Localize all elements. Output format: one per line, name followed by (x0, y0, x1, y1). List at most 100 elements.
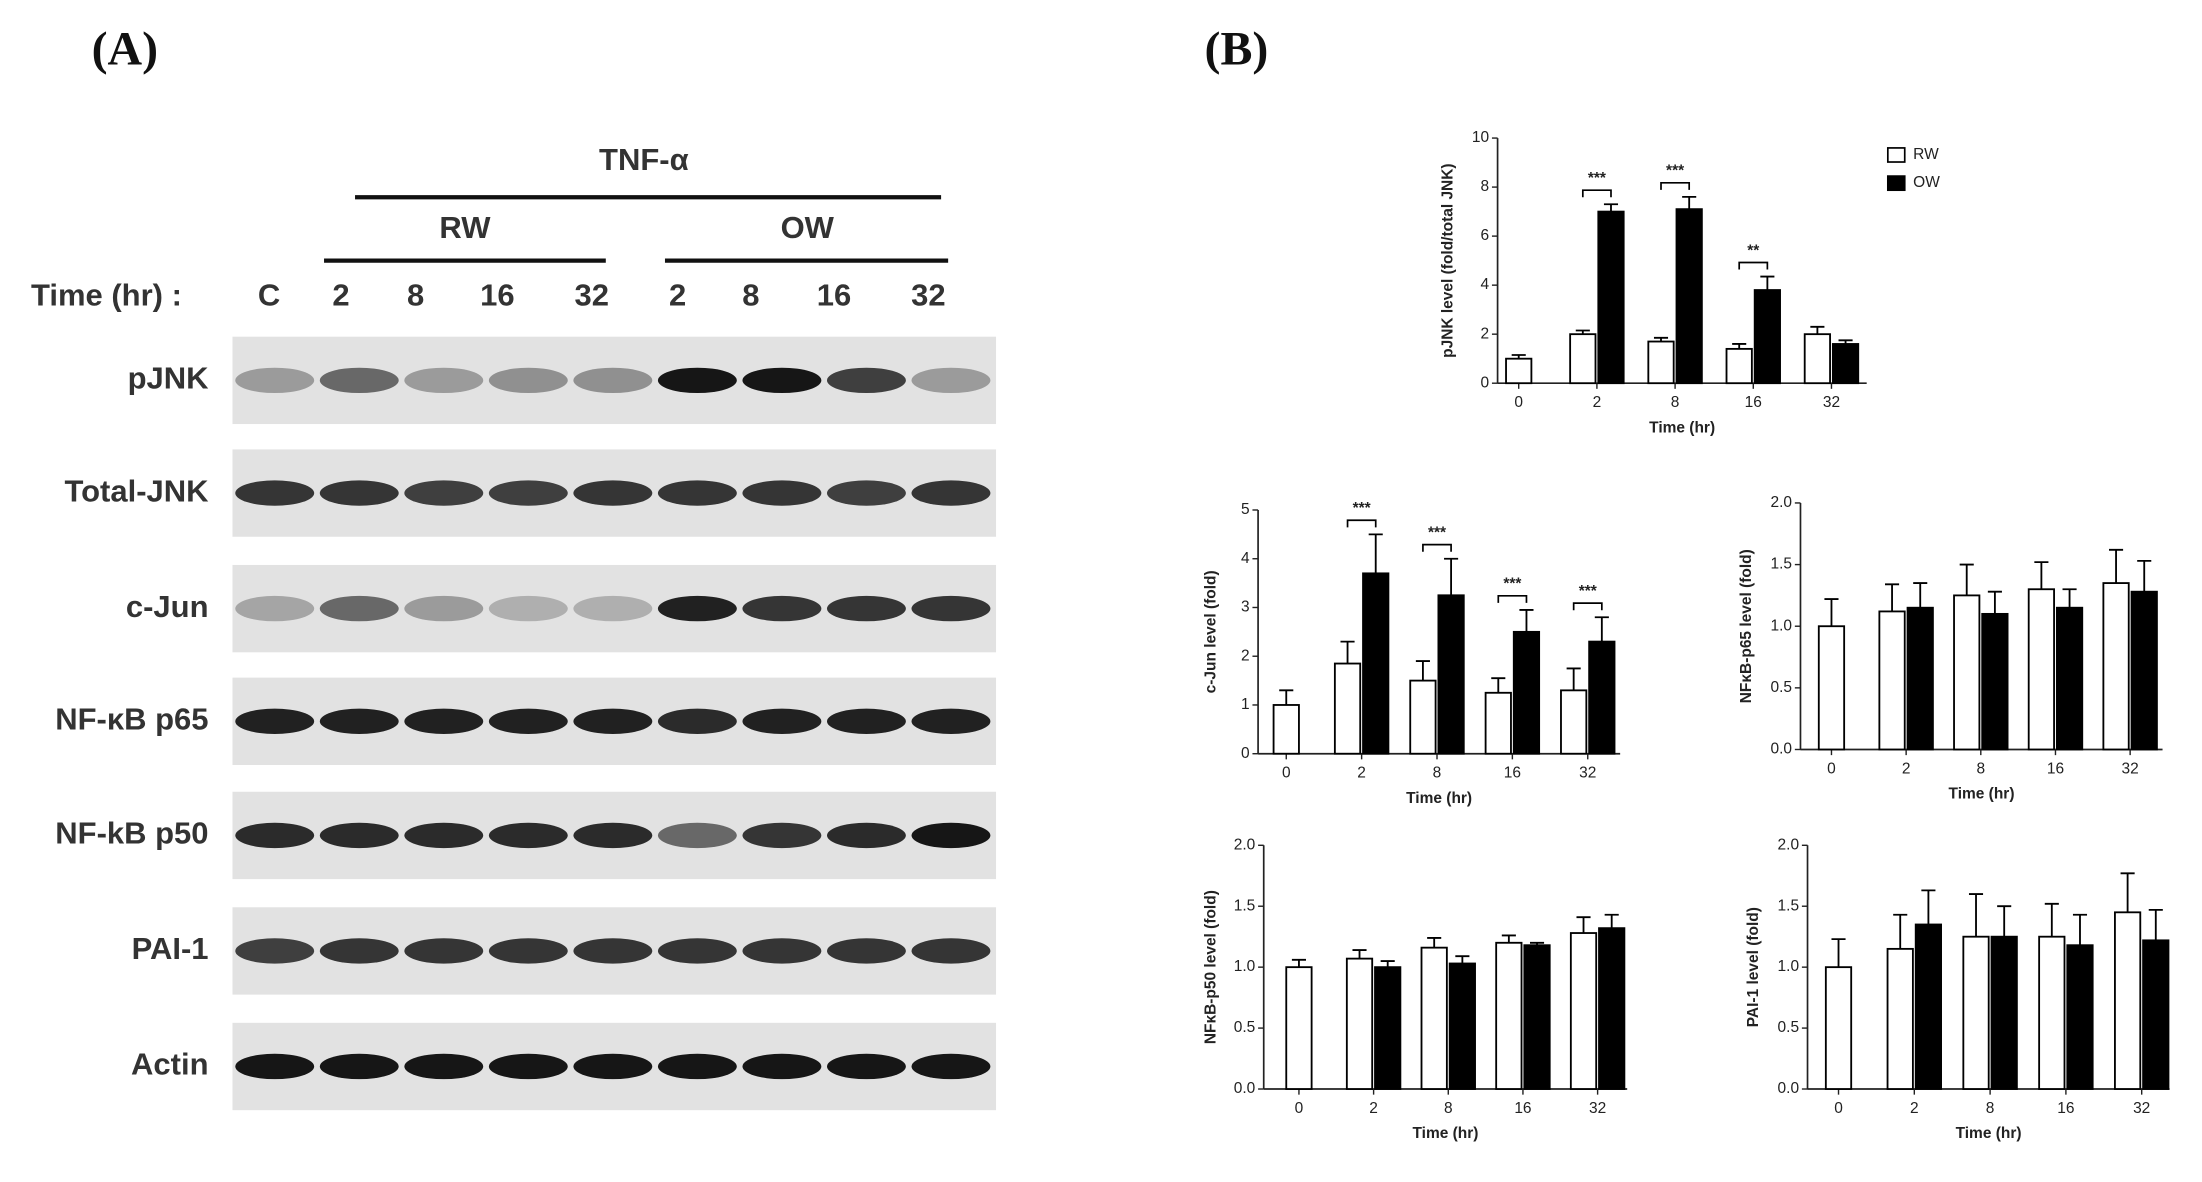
blot-band (657, 822, 737, 849)
lane-label: 32 (911, 277, 945, 312)
y-tick-label: 0.5 (1770, 679, 1792, 696)
error-bar (1838, 339, 1853, 344)
lane-label: 8 (742, 277, 759, 312)
blot-band (742, 822, 822, 849)
row-label: pJNK (128, 361, 210, 396)
x-tick-label: 8 (1433, 765, 1442, 782)
y-tick-label: 10 (1472, 129, 1489, 146)
x-tick-label: 32 (1579, 765, 1596, 782)
y-tick-label: 0.0 (1778, 1080, 1800, 1097)
legend-swatch (1886, 147, 1906, 163)
error-bar (2109, 548, 2124, 584)
lane-label: 2 (332, 277, 349, 312)
error-bar (1352, 949, 1367, 959)
significance-bracket (1346, 519, 1377, 528)
bar (2055, 606, 2084, 751)
error-bar (1501, 934, 1516, 943)
error-bar (1760, 275, 1775, 291)
y-tick-label: 3 (1241, 599, 1250, 616)
x-tick-label: 16 (1745, 394, 1762, 411)
blot-band (657, 480, 737, 506)
bar (2142, 939, 2170, 1090)
legend-label: OW (1913, 174, 1940, 191)
blot-band (742, 1053, 822, 1080)
error-bar (1566, 667, 1581, 691)
x-tick-label: 16 (2047, 760, 2064, 777)
y-tick-label: 2 (1481, 325, 1490, 342)
bar (1362, 572, 1390, 755)
panel-label: (A) (92, 23, 158, 76)
x-axis-label: Time (hr) (1649, 419, 1715, 436)
legend-swatch (1886, 175, 1906, 192)
blot-band (826, 708, 906, 734)
x-tick-label: 8 (1444, 1100, 1453, 1117)
bar (1597, 210, 1625, 385)
error-bar (1987, 590, 2002, 614)
y-tick-label: 1.0 (1778, 958, 1800, 975)
blot-band (319, 480, 399, 506)
x-tick-label: 2 (1902, 760, 1911, 777)
error-bar (1279, 689, 1294, 705)
error-bar (1893, 913, 1908, 949)
blot-band (826, 1053, 906, 1080)
y-tick-label: 1.0 (1770, 617, 1792, 634)
bar (1512, 630, 1541, 755)
bar (1725, 347, 1753, 385)
error-bar (1444, 557, 1459, 596)
blot-band (911, 595, 991, 622)
x-tick-label: 16 (1504, 765, 1521, 782)
bar (1505, 357, 1533, 385)
blot-band (657, 708, 737, 734)
blot-band (657, 1053, 737, 1080)
blot-band (742, 480, 822, 506)
row-label: Total-JNK (64, 473, 209, 508)
error-bar (1427, 936, 1442, 948)
blot-band (742, 595, 822, 622)
error-bar (1380, 960, 1395, 968)
error-bar (2120, 872, 2135, 913)
blot-band (235, 480, 315, 506)
x-tick-label: 16 (2057, 1100, 2074, 1117)
blot-band (657, 595, 737, 622)
error-bar (1291, 958, 1306, 968)
x-axis-label: Time (hr) (1956, 1125, 2022, 1142)
y-tick-label: 0 (1241, 745, 1250, 762)
bar (1878, 610, 1906, 751)
error-bar (1519, 609, 1534, 632)
bar (1588, 640, 1616, 755)
bar (2130, 590, 2158, 751)
bar (1569, 333, 1597, 385)
x-tick-label: 8 (1986, 1100, 1995, 1117)
lane-label: C (258, 277, 280, 312)
x-tick-label: 2 (1369, 1100, 1378, 1117)
y-tick-label: 0 (1481, 374, 1490, 391)
y-tick-label: 2.0 (1778, 836, 1800, 853)
error-bar (1921, 889, 1936, 925)
error-bar (2148, 908, 2163, 941)
significance-label: *** (1428, 524, 1447, 541)
y-tick-label: 1.5 (1234, 897, 1256, 914)
time-label: Time (hr) : (31, 277, 182, 312)
blot-band (742, 708, 822, 734)
error-bar (1913, 582, 1928, 608)
error-bar (1682, 195, 1697, 210)
y-tick-label: 0.5 (1234, 1019, 1256, 1036)
x-tick-label: 2 (1593, 394, 1602, 411)
blot-band (319, 822, 399, 849)
error-bar (1415, 660, 1430, 681)
group-label: OW (781, 210, 835, 245)
x-tick-label: 8 (1671, 394, 1680, 411)
significance-bracket (1422, 543, 1452, 552)
blot-band (826, 822, 906, 849)
error-bar (1594, 616, 1609, 642)
x-tick-label: 2 (1357, 765, 1366, 782)
blot-band (319, 1053, 399, 1080)
bar (1962, 935, 1990, 1090)
y-axis-label: NFκB-p50 level (fold) (1203, 890, 1220, 1044)
blot-band (319, 938, 399, 964)
bar (1906, 606, 1934, 751)
legend-label: RW (1913, 146, 1939, 163)
x-tick-label: 32 (1823, 394, 1840, 411)
x-tick-label: 32 (2122, 760, 2139, 777)
bar (1437, 594, 1465, 755)
